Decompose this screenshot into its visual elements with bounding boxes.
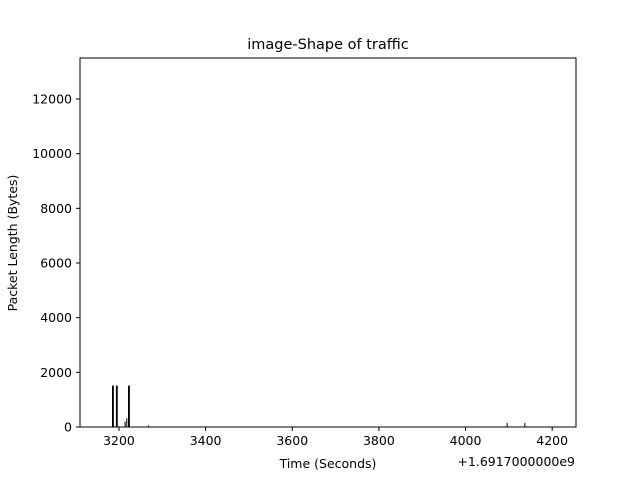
x-tick-label: 4000 [450, 433, 482, 448]
x-tick-label: 4200 [536, 433, 568, 448]
y-axis-label: Packet Length (Bytes) [5, 175, 20, 312]
x-axis-offset-label: +1.6917000000e9 [457, 454, 575, 469]
x-axis-ticks: 3200 3400 3600 3800 4000 4200 [103, 427, 568, 448]
y-tick-label: 2000 [40, 365, 72, 380]
x-tick-label: 3400 [190, 433, 222, 448]
y-tick-label: 0 [64, 420, 72, 435]
y-tick-label: 8000 [40, 201, 72, 216]
y-tick-label: 12000 [32, 92, 72, 107]
bar-series [111, 385, 526, 427]
y-tick-label: 10000 [32, 146, 72, 161]
x-tick-label: 3200 [103, 433, 135, 448]
y-tick-label: 6000 [40, 256, 72, 271]
x-tick-label: 3800 [363, 433, 395, 448]
x-axis-label: Time (Seconds) [279, 456, 377, 471]
plot-area-frame [79, 57, 577, 428]
x-tick-label: 3600 [276, 433, 308, 448]
y-axis-ticks: 0 2000 4000 6000 8000 10000 12000 [32, 92, 80, 435]
y-tick-label: 4000 [40, 310, 72, 325]
chart-title: image-Shape of traffic [247, 37, 409, 53]
